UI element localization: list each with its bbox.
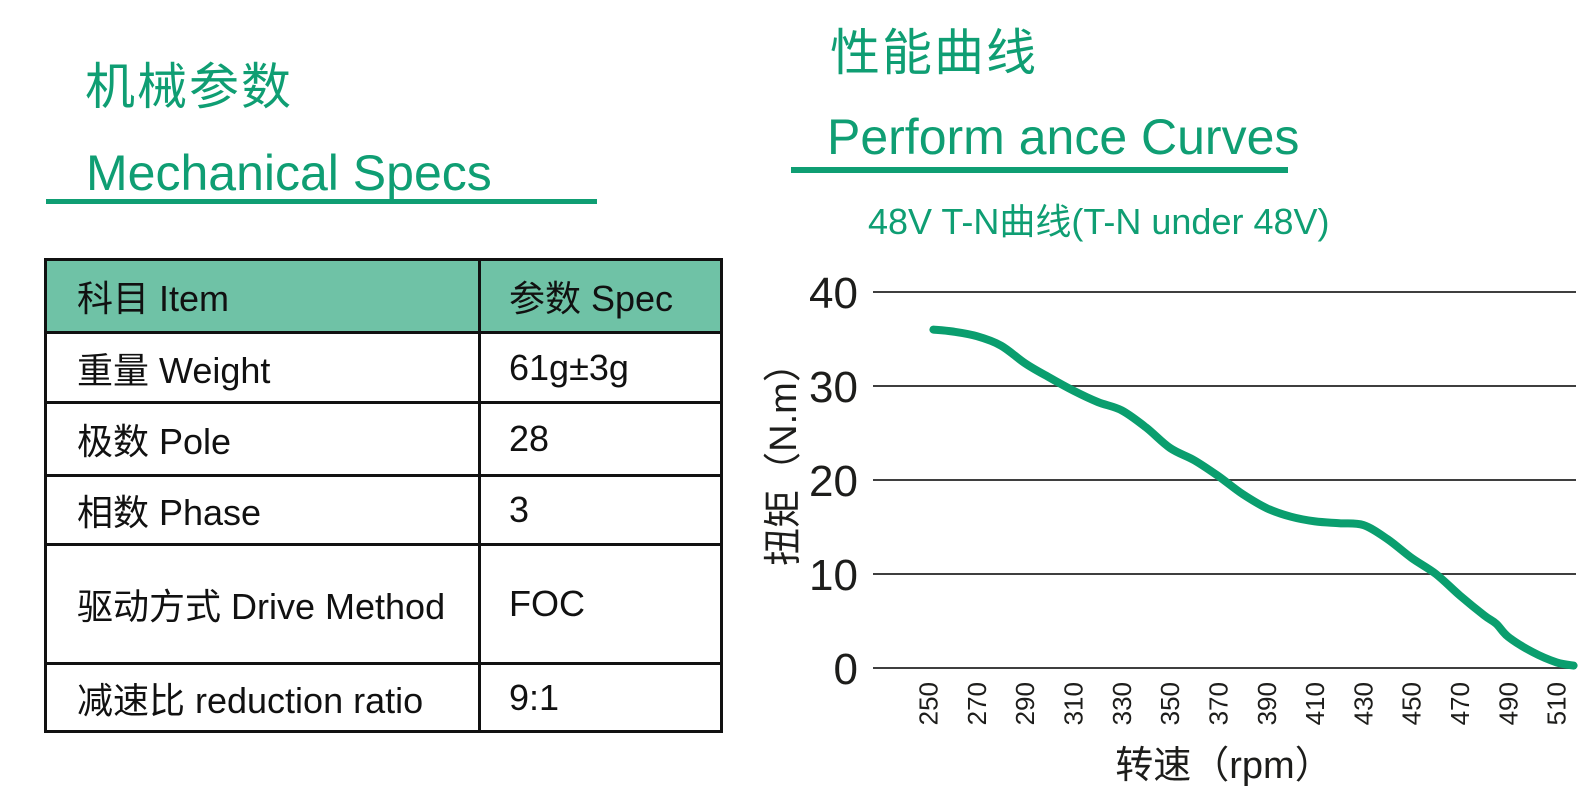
spec-value-cell: 61g±3g [478, 331, 723, 404]
y-axis-title: 扭矩（N.m） [763, 344, 805, 566]
y-tick-label: 30 [809, 363, 858, 412]
x-tick-label: 390 [1252, 682, 1282, 725]
mechanical-specs-underline [46, 199, 597, 204]
x-tick-label: 290 [1010, 682, 1040, 725]
spec-value-cell: 9:1 [478, 662, 723, 733]
x-tick-label: 410 [1300, 682, 1330, 725]
spec-table-row: 极数 Pole 28 [44, 401, 723, 477]
x-tick-label: 510 [1542, 682, 1572, 725]
spec-table-row: 驱动方式 Drive Method FOC [44, 543, 723, 665]
spec-table-header-spec: 参数 Spec [478, 258, 723, 334]
x-tick-label: 330 [1107, 682, 1137, 725]
x-tick-label: 310 [1059, 682, 1089, 725]
spec-table-row: 相数 Phase 3 [44, 474, 723, 546]
spec-item-cell: 驱动方式 Drive Method [44, 543, 481, 665]
x-tick-label: 350 [1155, 682, 1185, 725]
mechanical-specs-title-zh: 机械参数 [85, 59, 293, 115]
x-tick-label: 470 [1445, 682, 1475, 725]
x-tick-label: 450 [1397, 682, 1427, 725]
spec-value-cell: 28 [478, 401, 723, 477]
performance-curves-title-en: Perform ance Curves [827, 109, 1300, 165]
x-tick-label: 270 [962, 682, 992, 725]
mechanical-specs-table: 科目 Item 参数 Spec 重量 Weight 61g±3g 极数 Pole 28… [44, 258, 723, 733]
x-tick-label: 490 [1493, 682, 1523, 725]
spec-value-cell: 3 [478, 474, 723, 546]
tn-curve-chart: 0 10 20 30 40 250 270 290 310 330 350 370 390 410 430 4… [763, 269, 1578, 787]
spec-value-cell: FOC [478, 543, 723, 665]
x-tick-label: 370 [1203, 682, 1233, 725]
y-tick-label: 0 [834, 645, 858, 694]
spec-table-header-item: 科目 Item [44, 258, 481, 334]
mechanical-specs-title-en: Mechanical Specs [86, 145, 492, 201]
spec-item-cell: 重量 Weight [44, 331, 481, 404]
spec-item-cell: 减速比 reduction ratio [44, 662, 481, 733]
spec-table-row: 减速比 reduction ratio 9:1 [44, 662, 723, 733]
performance-curves-underline [791, 167, 1288, 173]
spec-table-header-row: 科目 Item 参数 Spec [44, 258, 723, 334]
x-axis-title: 转速（rpm） [1115, 745, 1332, 787]
x-tick-label: 250 [914, 682, 944, 725]
x-tick-label: 430 [1348, 682, 1378, 725]
spec-item-cell: 极数 Pole [44, 401, 481, 477]
spec-item-cell: 相数 Phase [44, 474, 481, 546]
y-tick-label: 40 [809, 269, 858, 318]
spec-table-row: 重量 Weight 61g±3g [44, 331, 723, 404]
tn-curve-chart-title: 48V T-N曲线(T-N under 48V) [868, 201, 1330, 242]
performance-curves-title-zh: 性能曲线 [830, 25, 1038, 81]
y-tick-label: 20 [809, 457, 858, 506]
y-tick-label: 10 [809, 551, 858, 600]
tn-curve-line [929, 325, 1578, 670]
